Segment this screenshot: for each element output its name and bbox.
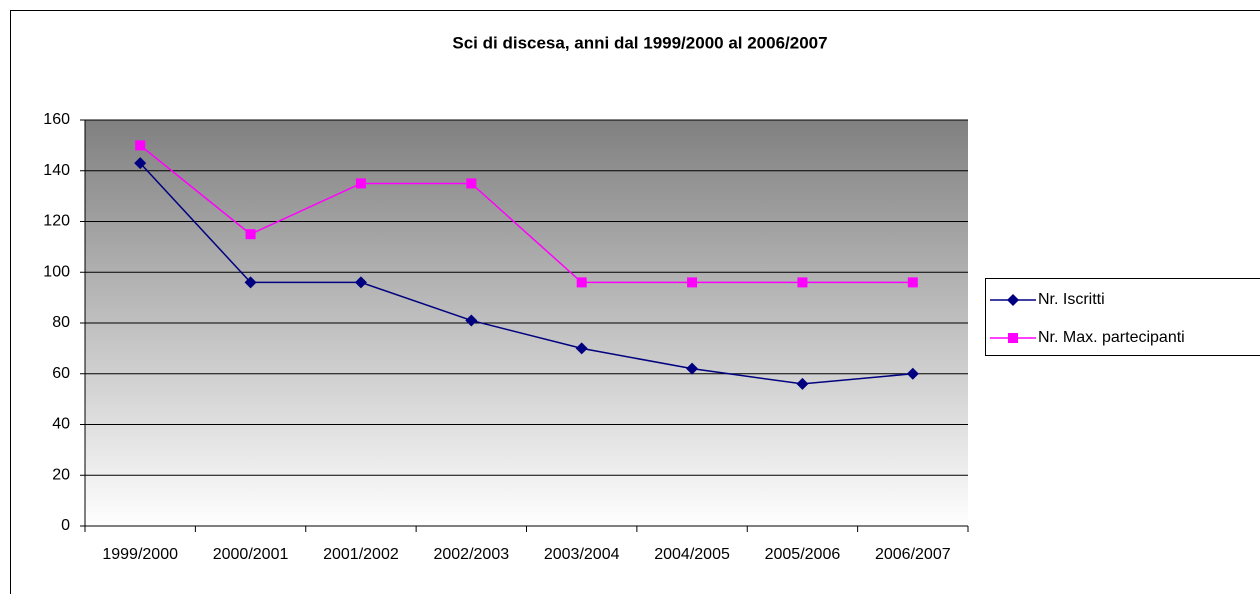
y-tick-label: 0 bbox=[61, 517, 70, 534]
x-tick-label: 1999/2000 bbox=[102, 546, 178, 563]
y-tick-label: 60 bbox=[52, 365, 70, 382]
y-tick-label: 120 bbox=[43, 213, 70, 230]
series-line bbox=[139, 162, 913, 385]
legend-marker bbox=[1007, 294, 1019, 306]
legend bbox=[985, 278, 1260, 356]
marker bbox=[355, 178, 366, 189]
legend-marker bbox=[1008, 333, 1018, 343]
x-tick-label: 2003/2004 bbox=[544, 546, 620, 563]
x-tick-label: 2000/2001 bbox=[213, 546, 289, 563]
marker bbox=[354, 276, 367, 289]
x-tick-label: 2002/2003 bbox=[433, 546, 509, 563]
y-tick-label: 20 bbox=[52, 466, 70, 483]
marker bbox=[687, 277, 698, 288]
marker bbox=[466, 178, 477, 189]
y-tick-label: 160 bbox=[43, 111, 70, 128]
marker bbox=[797, 277, 808, 288]
y-tick-label: 100 bbox=[43, 263, 70, 280]
marker bbox=[244, 276, 257, 289]
marker bbox=[576, 277, 587, 288]
chart-title: Sci di discesa, anni dal 1999/2000 al 20… bbox=[452, 33, 827, 52]
marker bbox=[796, 377, 809, 390]
x-tick-label: 2001/2002 bbox=[323, 546, 399, 563]
series-line bbox=[139, 144, 913, 284]
marker bbox=[907, 277, 918, 288]
marker bbox=[575, 342, 588, 355]
legend-label: Nr. Iscritti bbox=[1038, 291, 1105, 308]
y-tick-label: 80 bbox=[52, 314, 70, 331]
marker bbox=[465, 314, 478, 327]
marker bbox=[906, 367, 919, 380]
marker bbox=[134, 157, 147, 170]
marker bbox=[686, 362, 699, 375]
x-tick-label: 2005/2006 bbox=[765, 546, 841, 563]
y-tick-label: 140 bbox=[43, 162, 70, 179]
legend-label: Nr. Max. partecipanti bbox=[1038, 329, 1185, 346]
marker bbox=[245, 229, 256, 240]
marker bbox=[135, 140, 146, 151]
y-tick-label: 40 bbox=[52, 416, 70, 433]
x-tick-label: 2004/2005 bbox=[654, 546, 730, 563]
x-tick-label: 2006/2007 bbox=[875, 546, 951, 563]
